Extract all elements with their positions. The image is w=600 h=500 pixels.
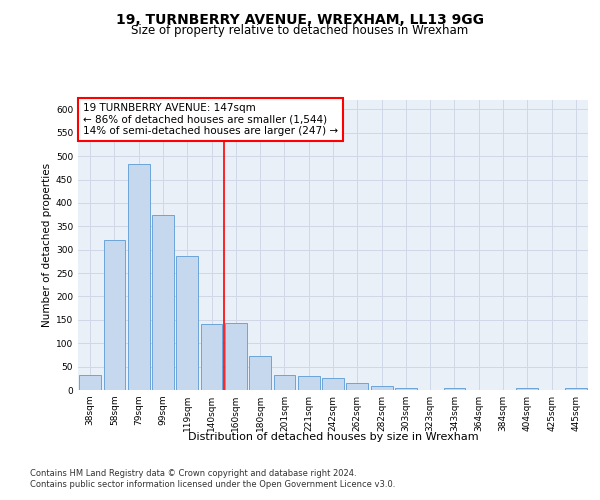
Bar	[128, 164, 149, 390]
Bar	[249, 356, 271, 390]
Text: 19, TURNBERRY AVENUE, WREXHAM, LL13 9GG: 19, TURNBERRY AVENUE, WREXHAM, LL13 9GG	[116, 12, 484, 26]
Y-axis label: Number of detached properties: Number of detached properties	[42, 163, 52, 327]
Text: 19 TURNBERRY AVENUE: 147sqm
← 86% of detached houses are smaller (1,544)
14% of : 19 TURNBERRY AVENUE: 147sqm ← 86% of det…	[83, 103, 338, 136]
Bar	[322, 378, 344, 390]
Bar	[225, 323, 247, 390]
Text: Contains public sector information licensed under the Open Government Licence v3: Contains public sector information licen…	[30, 480, 395, 489]
Text: Contains HM Land Registry data © Crown copyright and database right 2024.: Contains HM Land Registry data © Crown c…	[30, 468, 356, 477]
Bar	[200, 324, 223, 390]
Bar	[176, 256, 198, 390]
Text: Size of property relative to detached houses in Wrexham: Size of property relative to detached ho…	[131, 24, 469, 37]
Bar	[79, 375, 101, 390]
Bar	[565, 388, 587, 390]
Bar	[152, 214, 174, 390]
Bar	[371, 386, 392, 390]
Bar	[104, 240, 125, 390]
Bar	[298, 376, 320, 390]
Bar	[517, 388, 538, 390]
Bar	[346, 383, 368, 390]
Bar	[443, 388, 466, 390]
Text: Distribution of detached houses by size in Wrexham: Distribution of detached houses by size …	[188, 432, 478, 442]
Bar	[395, 388, 417, 390]
Bar	[274, 375, 295, 390]
